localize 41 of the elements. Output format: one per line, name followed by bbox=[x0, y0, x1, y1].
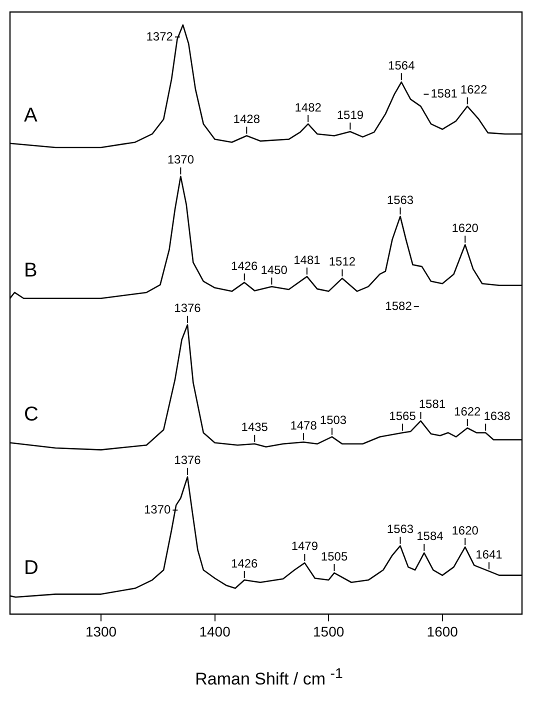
annotation: 1481 bbox=[294, 252, 321, 267]
annotation: 1426 bbox=[231, 556, 258, 570]
annotation: 1641 bbox=[476, 548, 503, 562]
x-axis-title: Raman Shift / cm $^{-1}$ bbox=[194, 666, 344, 690]
annotation: 1620 bbox=[452, 221, 479, 236]
annotation: 1450 bbox=[260, 262, 288, 277]
annotation: 1428 bbox=[233, 112, 260, 126]
annotation: 1376 bbox=[174, 453, 202, 468]
annotation: 1565 bbox=[389, 409, 416, 424]
annotation: 1512 bbox=[328, 254, 356, 269]
x-tick-label: 1500 bbox=[313, 623, 344, 640]
annotation: 1376 bbox=[174, 301, 202, 316]
annotation: 1638 bbox=[484, 409, 511, 424]
series-label: C bbox=[24, 404, 38, 426]
series-label: A bbox=[24, 104, 38, 126]
annotation: 1622 bbox=[460, 82, 488, 97]
series-label: D bbox=[24, 556, 38, 579]
annotation: 1503 bbox=[320, 413, 347, 428]
annotation: 1372 bbox=[146, 29, 174, 44]
x-tick-label: 1600 bbox=[426, 623, 458, 640]
x-tick-label: 1400 bbox=[199, 623, 231, 640]
annotation: 1584 bbox=[416, 529, 444, 544]
annotation: 1370 bbox=[144, 502, 171, 516]
annotation: 1622 bbox=[454, 404, 482, 418]
annotation: 1581 bbox=[418, 397, 446, 412]
annotation: 1581 bbox=[430, 86, 458, 101]
annotation: 1620 bbox=[452, 523, 479, 538]
annotation: 1426 bbox=[231, 258, 258, 273]
annotation: 1370 bbox=[167, 152, 194, 167]
x-tick-label: 1300 bbox=[85, 623, 117, 640]
annotation: 1505 bbox=[320, 549, 348, 564]
annotation: 1563 bbox=[386, 522, 414, 536]
annotation: 1564 bbox=[388, 58, 416, 72]
series-label: B bbox=[24, 259, 38, 282]
annotation: 1479 bbox=[291, 539, 318, 554]
annotation: 1482 bbox=[294, 100, 322, 114]
annotation: 1582 bbox=[385, 298, 412, 313]
annotation: 1519 bbox=[336, 108, 364, 122]
annotation: 1563 bbox=[386, 192, 414, 207]
annotation: 1435 bbox=[241, 420, 268, 434]
annotation: 1478 bbox=[290, 418, 318, 432]
